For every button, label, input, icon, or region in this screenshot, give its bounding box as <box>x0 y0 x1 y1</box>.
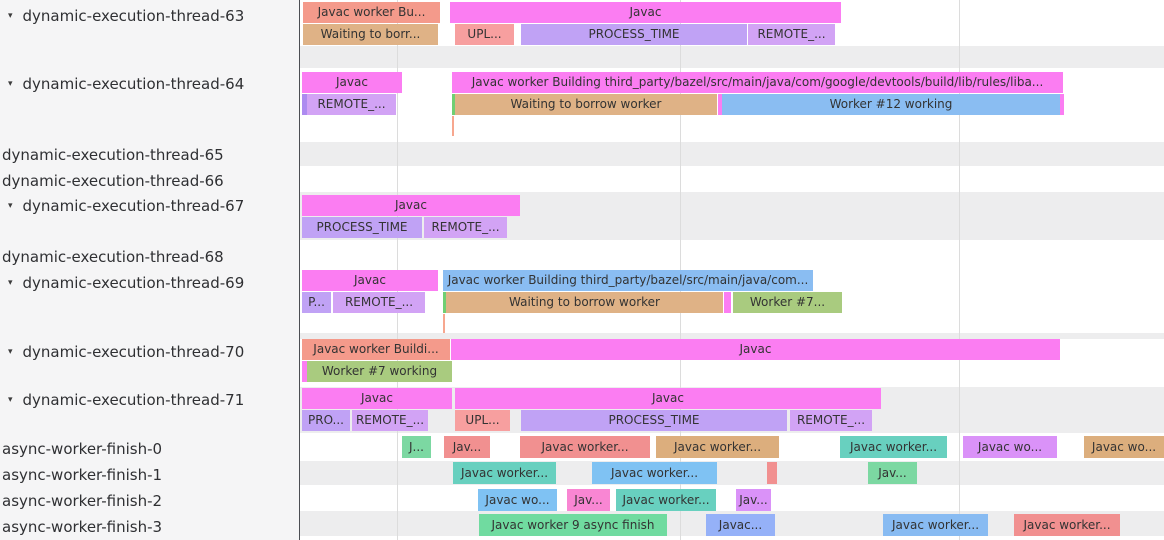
trace-event-bar[interactable]: Javac worker Building third_party/bazel/… <box>452 72 1063 93</box>
trace-event-bar[interactable]: Javac... <box>706 514 775 536</box>
trace-event-bar[interactable]: Jav... <box>736 489 771 511</box>
trace-event-bar[interactable]: Javac <box>302 388 452 409</box>
thread-label: async-worker-finish-3 <box>2 518 163 536</box>
thread-row-dynamic-execution-thread-69[interactable]: ▾ dynamic-execution-thread-69 <box>0 272 299 294</box>
thread-row-dynamic-execution-thread-68: dynamic-execution-thread-68 <box>0 246 299 268</box>
trace-event-bar[interactable] <box>724 292 731 313</box>
trace-event-bar[interactable]: UPL... <box>455 410 510 431</box>
trace-event-bar[interactable]: REMOTE_... <box>424 217 507 238</box>
time-gridline <box>959 0 960 540</box>
trace-event-bar[interactable]: Javac worker Building third_party/bazel/… <box>443 270 813 291</box>
trace-event-bar[interactable]: Javac worker Bu... <box>303 2 440 23</box>
thread-row-async-worker-finish-3: async-worker-finish-3 <box>0 516 299 538</box>
trace-event-bar[interactable]: Javac worker... <box>592 462 717 484</box>
trace-event-bar[interactable]: Javac <box>450 2 841 23</box>
trace-event-bar[interactable]: Javac wo... <box>1084 436 1164 458</box>
trace-event-bar[interactable]: J... <box>402 436 431 458</box>
trace-event-bar[interactable]: UPL... <box>455 24 514 45</box>
thread-label: dynamic-execution-thread-63 <box>22 7 245 25</box>
thread-label: dynamic-execution-thread-71 <box>22 391 245 409</box>
trace-event-bar[interactable]: Javac <box>302 72 402 93</box>
thread-row-async-worker-finish-0: async-worker-finish-0 <box>0 438 299 460</box>
trace-event-bar[interactable]: Javac worker... <box>616 489 716 511</box>
trace-event-bar[interactable]: Javac <box>302 195 520 216</box>
trace-event-bar[interactable] <box>767 462 777 484</box>
collapse-triangle-icon[interactable]: ▾ <box>8 11 13 21</box>
thread-label: dynamic-execution-thread-69 <box>22 274 245 292</box>
thread-label: async-worker-finish-1 <box>2 466 163 484</box>
trace-event-bar[interactable]: Waiting to borr... <box>303 24 438 45</box>
thread-label: async-worker-finish-0 <box>2 440 163 458</box>
trace-event-bar[interactable] <box>718 94 722 115</box>
flow-arrow-tick <box>443 314 445 333</box>
trace-event-bar[interactable]: Javac <box>451 339 1060 360</box>
trace-event-bar[interactable]: REMOTE_... <box>748 24 835 45</box>
trace-event-bar[interactable]: P... <box>302 292 331 313</box>
trace-event-bar[interactable]: REMOTE_... <box>352 410 428 431</box>
trace-event-bar[interactable] <box>302 94 307 115</box>
panel-divider[interactable] <box>299 0 300 540</box>
trace-event-bar[interactable]: Javac worker... <box>520 436 650 458</box>
trace-event-bar[interactable]: Javac worker 9 async finish <box>479 514 667 536</box>
trace-event-bar[interactable]: REMOTE_... <box>790 410 872 431</box>
collapse-triangle-icon[interactable]: ▾ <box>8 347 13 357</box>
thread-row-dynamic-execution-thread-64[interactable]: ▾ dynamic-execution-thread-64 <box>0 73 299 95</box>
trace-event-bar[interactable]: Worker #12 working <box>722 94 1060 115</box>
thread-label: dynamic-execution-thread-68 <box>2 248 224 266</box>
collapse-triangle-icon[interactable]: ▾ <box>8 395 13 405</box>
trace-event-bar[interactable]: PRO... <box>302 410 350 431</box>
flow-arrow-tick <box>452 116 454 136</box>
trace-event-bar[interactable]: Javac worker... <box>1014 514 1120 536</box>
trace-event-bar[interactable] <box>302 361 307 382</box>
trace-event-bar[interactable]: Waiting to borrow worker <box>446 292 723 313</box>
trace-event-bar[interactable]: Javac worker Buildi... <box>302 339 450 360</box>
thread-label: dynamic-execution-thread-70 <box>22 343 245 361</box>
trace-event-bar[interactable] <box>1060 94 1064 115</box>
trace-event-bar[interactable]: REMOTE_... <box>307 94 396 115</box>
trace-event-bar[interactable]: Jav... <box>567 489 610 511</box>
thread-row-dynamic-execution-thread-66: dynamic-execution-thread-66 <box>0 170 299 192</box>
thread-row-dynamic-execution-thread-67[interactable]: ▾ dynamic-execution-thread-67 <box>0 195 299 217</box>
trace-event-bar[interactable]: Jav... <box>868 462 917 484</box>
collapse-triangle-icon[interactable]: ▾ <box>8 201 13 211</box>
collapse-triangle-icon[interactable]: ▾ <box>8 278 13 288</box>
thread-list-panel: ▾ dynamic-execution-thread-63 ▾ dynamic-exe… <box>0 0 299 540</box>
thread-label: async-worker-finish-2 <box>2 492 163 510</box>
thread-row-async-worker-finish-1: async-worker-finish-1 <box>0 464 299 486</box>
trace-event-bar[interactable]: Worker #7... <box>733 292 842 313</box>
trace-event-bar[interactable]: REMOTE_... <box>333 292 425 313</box>
thread-label: dynamic-execution-thread-65 <box>2 146 224 164</box>
row-band <box>300 142 1164 166</box>
row-band <box>300 333 1164 339</box>
trace-event-bar[interactable]: Javac wo... <box>963 436 1057 458</box>
trace-event-bar[interactable]: Javac wo... <box>478 489 557 511</box>
row-band <box>300 46 1164 68</box>
row-band <box>300 461 1164 485</box>
trace-event-bar[interactable] <box>443 292 446 313</box>
thread-row-dynamic-execution-thread-70[interactable]: ▾ dynamic-execution-thread-70 <box>0 341 299 363</box>
trace-event-bar[interactable]: Javac worker... <box>840 436 947 458</box>
trace-event-bar[interactable]: Javac worker... <box>453 462 556 484</box>
thread-row-dynamic-execution-thread-63[interactable]: ▾ dynamic-execution-thread-63 <box>0 5 299 27</box>
thread-label: dynamic-execution-thread-64 <box>22 75 245 93</box>
trace-event-bar[interactable]: Waiting to borrow worker <box>455 94 717 115</box>
thread-row-async-worker-finish-2: async-worker-finish-2 <box>0 490 299 512</box>
thread-row-dynamic-execution-thread-71[interactable]: ▾ dynamic-execution-thread-71 <box>0 389 299 411</box>
trace-event-bar[interactable]: Jav... <box>444 436 490 458</box>
trace-event-bar[interactable]: PROCESS_TIME <box>521 24 747 45</box>
trace-event-bar[interactable]: PROCESS_TIME <box>521 410 787 431</box>
trace-event-bar[interactable]: Javac worker... <box>656 436 779 458</box>
trace-event-bar[interactable]: Worker #7 working <box>307 361 452 382</box>
trace-event-bar[interactable]: PROCESS_TIME <box>302 217 422 238</box>
trace-event-bar[interactable]: Javac <box>455 388 881 409</box>
thread-label: dynamic-execution-thread-66 <box>2 172 224 190</box>
thread-label: dynamic-execution-thread-67 <box>22 197 245 215</box>
trace-event-bar[interactable]: Javac worker... <box>883 514 988 536</box>
thread-row-dynamic-execution-thread-65: dynamic-execution-thread-65 <box>0 144 299 166</box>
collapse-triangle-icon[interactable]: ▾ <box>8 79 13 89</box>
trace-event-bar[interactable]: Javac <box>302 270 438 291</box>
trace-event-bar[interactable] <box>452 94 455 115</box>
